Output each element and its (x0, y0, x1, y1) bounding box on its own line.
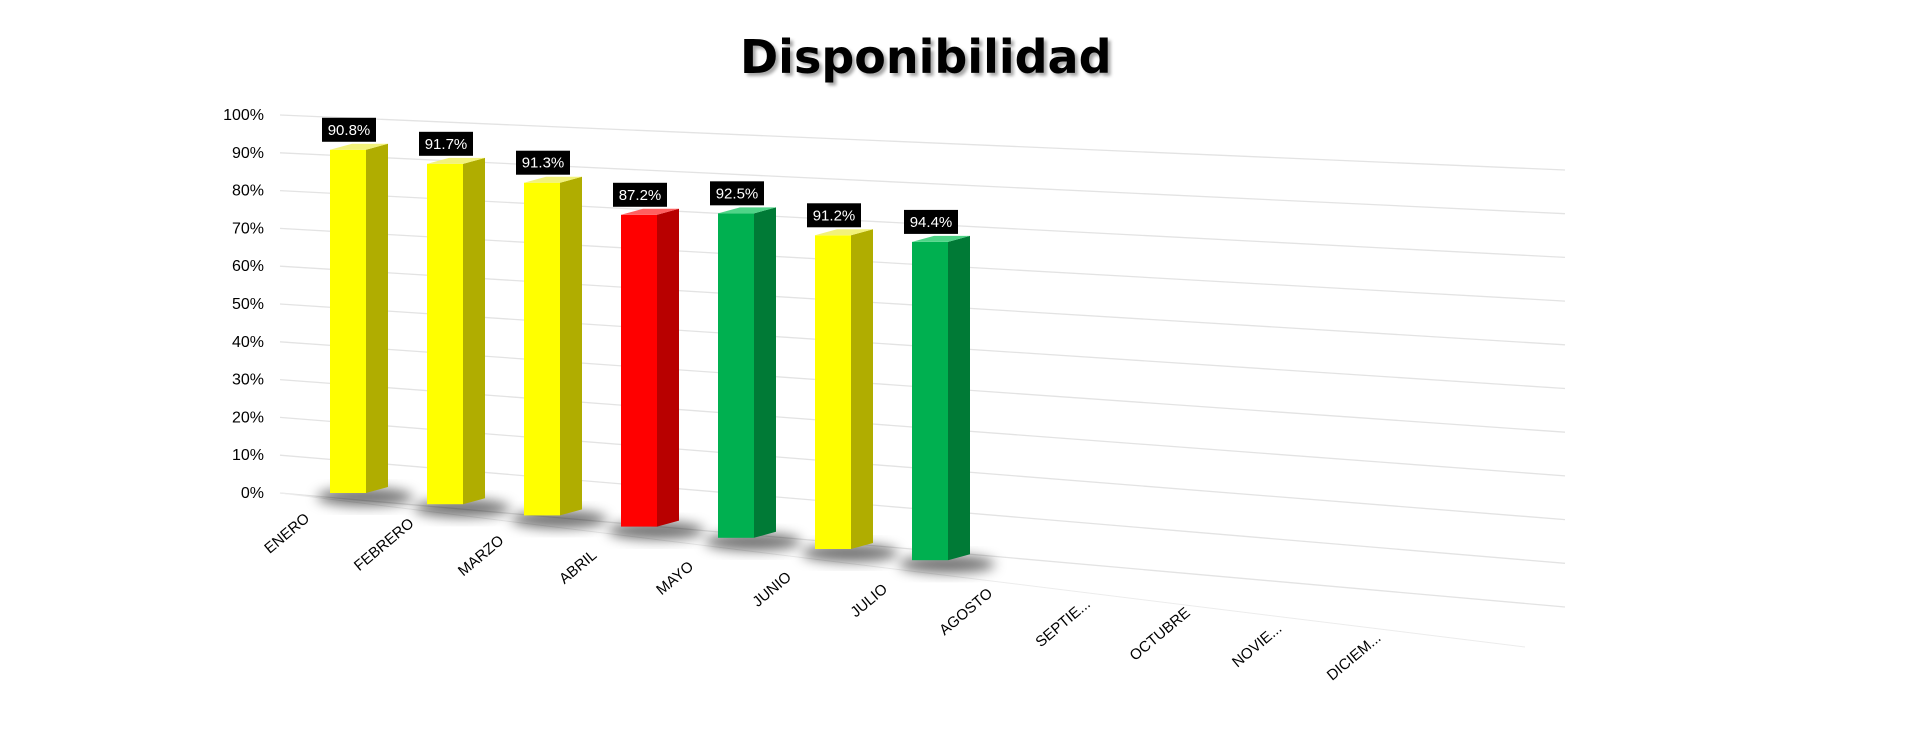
axes: 0% 10% 20% 30% 40% 50% 60% 70% 80% 90% 100% ENERO FE… (223, 107, 1384, 684)
data-label-box (710, 181, 764, 206)
bar-side (851, 229, 873, 550)
bar-top (330, 143, 388, 150)
y-tick-label: 80% (232, 183, 264, 200)
x-tick-label: FEBRERO (351, 515, 417, 575)
data-labels: 90.8% 91.7% 91.3% 87.2% 92.5% 91.2% 94.4% (322, 117, 958, 234)
data-label-box (322, 117, 376, 142)
bar-top (718, 207, 776, 214)
y-tick-label: 20% (232, 409, 264, 426)
y-tick-label: 50% (232, 296, 264, 313)
data-label-box (419, 131, 473, 156)
x-tick-label: NOVIE... (1229, 620, 1285, 671)
bar-side (948, 235, 970, 561)
x-tick-label: MARZO (455, 532, 507, 580)
y-tick-label: 0% (241, 485, 264, 502)
x-tick-label: AGOSTO (936, 585, 996, 639)
data-label: 94.4% (910, 214, 953, 231)
data-label-box (807, 203, 861, 228)
data-label: 87.2% (619, 187, 662, 204)
x-tick-label: JUNIO (749, 569, 794, 611)
y-tick-label: 30% (232, 372, 264, 389)
data-label: 91.7% (425, 136, 468, 153)
bar-side (463, 157, 485, 505)
gridline (279, 114, 1566, 171)
bar-front (621, 214, 657, 527)
bar-top (912, 235, 970, 242)
bar-top (524, 176, 582, 183)
data-label-box (904, 209, 958, 234)
data-label: 92.5% (716, 185, 759, 202)
bar-side (366, 143, 388, 493)
chart-title: Disponibilidad (740, 30, 1112, 84)
x-tick-label: JULIO (847, 581, 890, 621)
bar-side (657, 208, 679, 527)
bar-front (815, 235, 851, 550)
bar-top (621, 208, 679, 215)
data-label: 91.2% (813, 207, 856, 224)
data-label: 91.3% (522, 155, 565, 172)
x-tick-label: MAYO (653, 558, 697, 599)
bar-front (330, 149, 366, 493)
bars (330, 143, 970, 561)
x-tick-label: SEPTIE... (1032, 595, 1093, 650)
bar-front (912, 241, 948, 561)
floor-line (279, 492, 1526, 648)
bar-shadows (317, 488, 995, 574)
data-label-box (613, 182, 667, 207)
x-tick-label: ABRIL (556, 547, 600, 588)
bar-front (524, 182, 560, 516)
y-tick-label: 60% (232, 258, 264, 275)
bar-top (815, 229, 873, 236)
bar-front (427, 163, 463, 505)
x-tick-label: ENERO (261, 510, 313, 557)
y-tick-label: 10% (232, 447, 264, 464)
y-tick-label: 90% (232, 145, 264, 162)
data-label: 90.8% (328, 122, 371, 139)
y-tick-label: 40% (232, 334, 264, 351)
bar-side (754, 207, 776, 538)
x-tick-label: DICIEM... (1324, 629, 1385, 684)
gridline (279, 152, 1566, 215)
y-tick-label: 100% (223, 107, 264, 124)
bar-side (560, 176, 582, 516)
data-label-box (516, 150, 570, 175)
bar-front (718, 213, 754, 538)
x-tick-label: OCTUBRE (1127, 604, 1194, 664)
y-tick-label: 70% (232, 220, 264, 237)
bar-top (427, 157, 485, 164)
